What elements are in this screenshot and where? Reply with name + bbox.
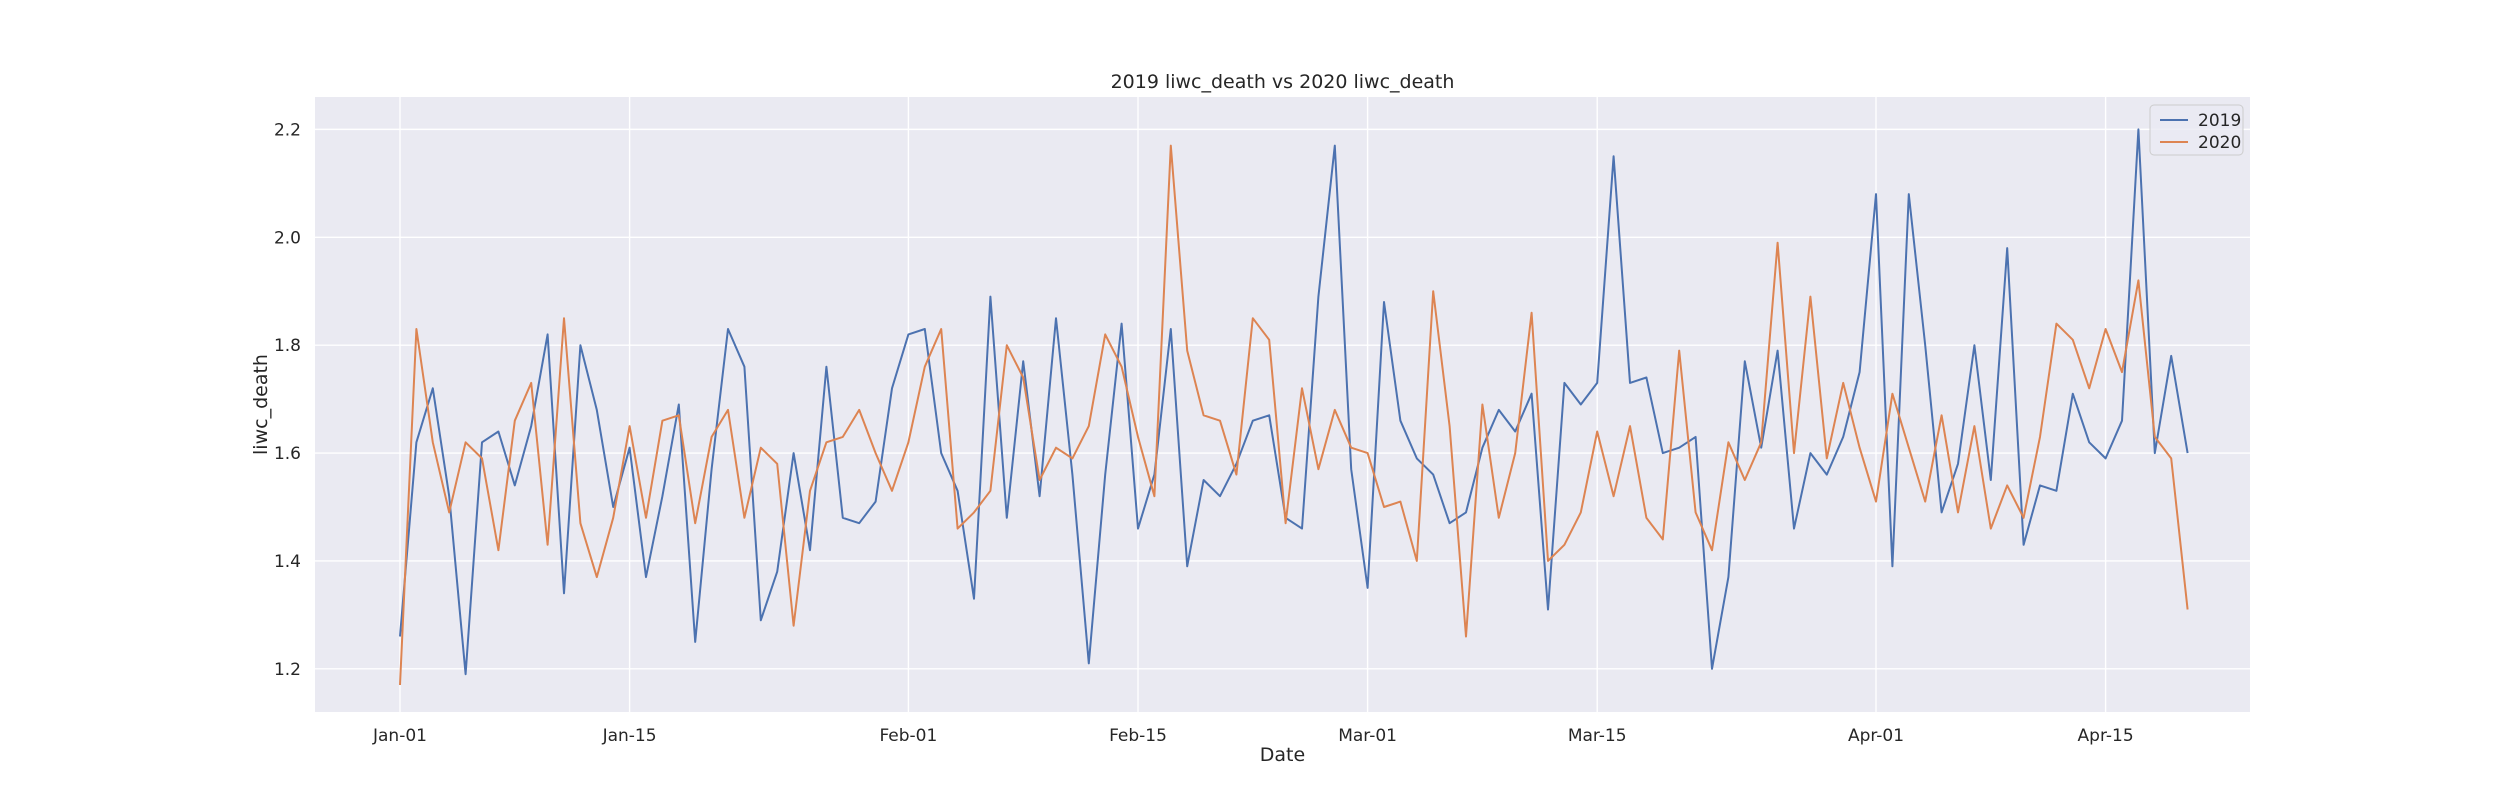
y-tick-label: 2.2 [274, 120, 301, 140]
y-tick-label: 1.2 [274, 660, 301, 680]
y-axis-label: liwc_death [250, 354, 272, 455]
y-tick-label: 2.0 [274, 228, 301, 248]
series-line-2019 [399, 128, 2189, 676]
x-tick-label: Apr-01 [1848, 726, 1904, 746]
x-tick-label: Apr-15 [2078, 726, 2134, 746]
legend-label: 2020 [2198, 133, 2241, 153]
grid [315, 97, 2250, 712]
x-tick-label: Feb-01 [879, 726, 937, 746]
y-tick-label: 1.6 [274, 444, 301, 464]
x-axis-label: Date [1260, 744, 1305, 766]
legend-label: 2019 [2198, 111, 2241, 131]
y-tick-label: 1.8 [274, 336, 301, 356]
x-tick-label: Mar-15 [1568, 726, 1627, 746]
x-tick-label: Jan-15 [602, 726, 657, 746]
x-tick-label: Jan-01 [372, 726, 427, 746]
chart-title: 2019 liwc_death vs 2020 liwc_death [1111, 71, 1455, 93]
x-tick-label: Mar-01 [1338, 726, 1397, 746]
axis-ticks: 1.2 1.4 1.6 1.8 2.0 2.2 Jan-01 Jan-15 Feb-01 Feb-… [274, 120, 2134, 746]
y-tick-label: 1.4 [274, 552, 301, 572]
series-line-2020 [399, 144, 2189, 686]
x-tick-label: Feb-15 [1109, 726, 1167, 746]
plot-area [315, 97, 2250, 712]
series-lines [399, 128, 2189, 686]
